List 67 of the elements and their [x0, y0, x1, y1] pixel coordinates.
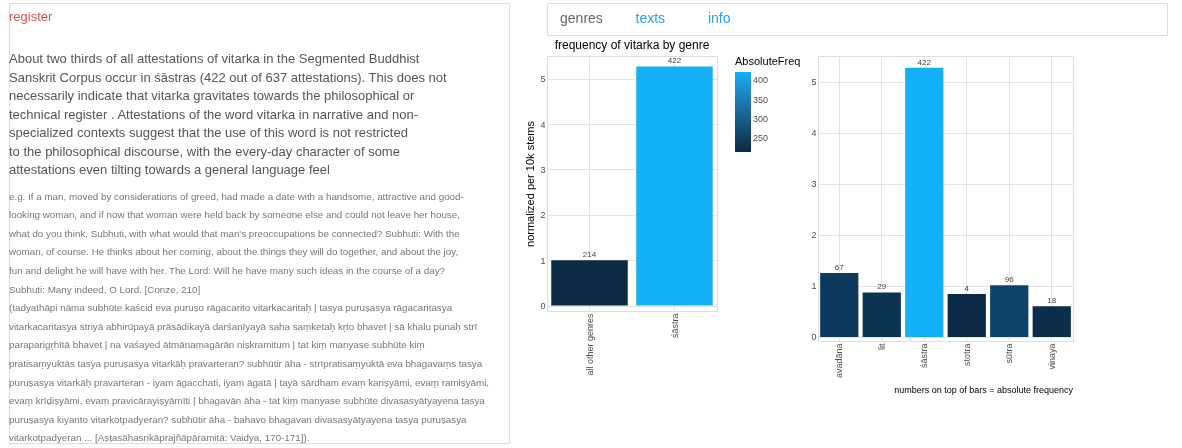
y-tick-label: 0	[540, 301, 546, 312]
chart-title: frequency of vitarka by genre	[554, 38, 710, 52]
text: vitarkotpadyeran ... [Aṣṭasāhasrikāprajñāpāramitā: Vaidya, 170-171]).	[9, 432, 310, 444]
annotation: 96	[1004, 275, 1015, 285]
annotation: 422	[917, 57, 932, 67]
y-tick-label: 5	[540, 74, 546, 85]
bar	[862, 292, 901, 337]
y-tick-label: 0	[811, 332, 817, 343]
x-tick-label: sūtra	[1004, 343, 1015, 364]
color-bar-title: AbsoluteFreq	[735, 55, 801, 67]
text: genres	[560, 10, 603, 26]
annotation: 422	[667, 56, 682, 66]
text: Subhuti: Many indeed, O Lord. [Conze, 210]	[9, 283, 201, 295]
x-tick-label: śāstra	[919, 343, 930, 369]
annotation: 4	[964, 284, 970, 294]
text: paraparigṛhītā bhavet | na vaśayed ātmānamagārān niṣkramitum | tat kiṃ manyase subhūte kiṃ	[9, 339, 425, 351]
text: pratisaṃyuktās tasya puruṣasya vitarkāḥ pravarteran? subhūtir āha - strīpratisaṃyuktā eva bhagavaṃs tasya	[9, 357, 483, 369]
bar	[947, 294, 986, 337]
color-bar-label: 350	[753, 94, 769, 105]
text: woman, of course. He thinks about her coming, about the things they will do together, and about the joy,	[8, 246, 459, 258]
text: (tadyathāpi nāma subhūte kaścid eva puruṣo rāgacarito vitarkacaritaḥ | tasya puruṣasya rāgacaritasya	[9, 302, 453, 314]
y-axis-title: normalized per 10k stems	[524, 120, 537, 247]
annotation: 18	[1047, 296, 1057, 306]
bar	[905, 67, 944, 337]
text: necessarily indicate that vitarka gravitates towards the philosophical or	[9, 88, 415, 103]
bar	[820, 273, 859, 337]
text: Sanskrit Corpus occur in śāstras (422 out of 637 attestations). This does not	[9, 69, 447, 85]
annotation: 67	[834, 263, 845, 273]
text: technical register . Attestations of the word vitarka in narrative and non-	[9, 106, 418, 122]
text: fun and delight he will have with her. The Lord: Will he have many such ideas in the course of a day?	[9, 264, 446, 276]
text: info	[707, 10, 731, 26]
text: numbers on top of bars = absolute frequency	[894, 384, 1074, 395]
text: specialized contexts suggest that the use of this word is not restricted	[9, 125, 408, 140]
color-bar-label: 250	[753, 133, 769, 144]
color-bar-label: 400	[753, 75, 769, 86]
y-tick-label: 2	[540, 210, 546, 221]
bar	[1032, 306, 1071, 337]
text: e.g. If a man, moved by considerations of greed, had made a date with a handsome, attractive and good-	[9, 190, 464, 202]
x-tick-label: all other genres	[584, 313, 595, 376]
y-tick-label: 3	[811, 179, 817, 190]
bar	[990, 285, 1029, 337]
y-tick-label: 4	[540, 119, 546, 130]
y-tick-label: 4	[811, 128, 817, 139]
text: what do you think, Subhuti, with what would that man's preoccupations be connected? Subhuti: With the	[8, 227, 461, 239]
y-tick-label: 1	[811, 281, 817, 292]
x-tick-label: lit	[876, 343, 887, 350]
x-tick-label: avadāna	[834, 343, 845, 379]
text: texts	[635, 10, 666, 26]
x-tick-label: vinaya	[1046, 343, 1057, 370]
y-tick-label: 2	[811, 230, 817, 241]
text: puruṣasya kiyanto vitarkotpadyeran? subhūtir āha - bahavo bhagavan divasasyātyayena tasya puruṣasya	[9, 413, 468, 425]
x-tick-label: stotra	[961, 343, 972, 367]
text: register	[9, 9, 54, 24]
text: to the philosophical discourse, with the every-day character of some	[9, 143, 400, 159]
y-tick-label: 3	[540, 164, 546, 175]
y-tick-label: 5	[811, 77, 817, 88]
text: vitarkacaritasya striyā abhirūpayā prāsādikayā darśanīyayā saha saṃketaḥ kṛto bhavet | sā khalu punaḥ strī	[9, 320, 478, 332]
x-tick-label: śāstra	[669, 313, 680, 339]
annotation: 29	[877, 282, 887, 292]
annotation: 214	[582, 250, 597, 260]
text: puruṣasya vitarkāḥ pravarteran - iyam āgacchati, iyam āgatā | tayā sārdham evaṃ kariṣyāmi, evaṃ ramiṣyāmi,	[9, 376, 490, 388]
text: evaṃ krīḍiṣyāmi, evaṃ pravicārayiṣyāmīti | bhagavān āha - tat kiṃ manyase subhūte divasasyātyayena tasya	[9, 395, 486, 407]
text: attestations even tilting towards a general language feel	[9, 162, 330, 177]
color-bar-label: 300	[753, 113, 769, 124]
text: looking woman, and if now that woman were held back by someone else and could not leave her house,	[9, 209, 460, 221]
y-tick-label: 1	[540, 255, 546, 266]
text: About two thirds of all attestations of vitarka in the Segmented Buddhist	[9, 51, 420, 66]
